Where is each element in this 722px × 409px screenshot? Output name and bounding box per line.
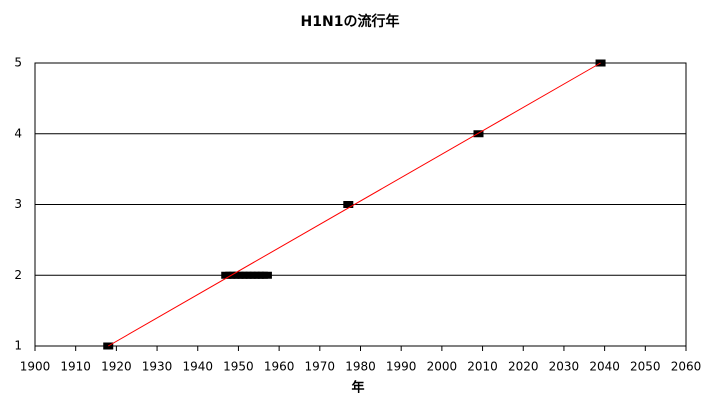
chart-title: H1N1の流行年 [301, 13, 400, 30]
trend-line [107, 62, 601, 347]
x-tick-label: 1920 [101, 360, 132, 374]
y-tick-label: 2 [14, 268, 22, 282]
x-tick-label: 1930 [142, 360, 173, 374]
x-tick-label: 1900 [20, 360, 51, 374]
x-tick-label: 2040 [589, 360, 620, 374]
x-tick-label: 1940 [182, 360, 213, 374]
marker [261, 271, 272, 279]
x-tick-label: 1910 [60, 360, 91, 374]
x-tick-label: 1970 [305, 360, 336, 374]
x-tick-label: 2060 [671, 360, 702, 374]
x-tick-label: 1980 [345, 360, 376, 374]
x-tick-label: 2030 [549, 360, 580, 374]
y-tick-label: 1 [14, 339, 22, 353]
x-tick-label: 2050 [630, 360, 661, 374]
y-tick-label: 4 [14, 126, 22, 140]
x-axis-title: 年 [351, 380, 364, 396]
marker [343, 201, 354, 208]
x-tick-label: 1950 [223, 360, 254, 374]
x-tick-label: 2000 [427, 360, 458, 374]
x-tick-label: 2010 [467, 360, 498, 374]
y-tick-label: 3 [14, 197, 22, 211]
x-tick-label: 1960 [264, 360, 295, 374]
marker [473, 130, 484, 138]
y-tick-label: 5 [14, 56, 22, 70]
x-tick-label: 1990 [386, 360, 417, 374]
x-tick-label: 2020 [508, 360, 539, 374]
